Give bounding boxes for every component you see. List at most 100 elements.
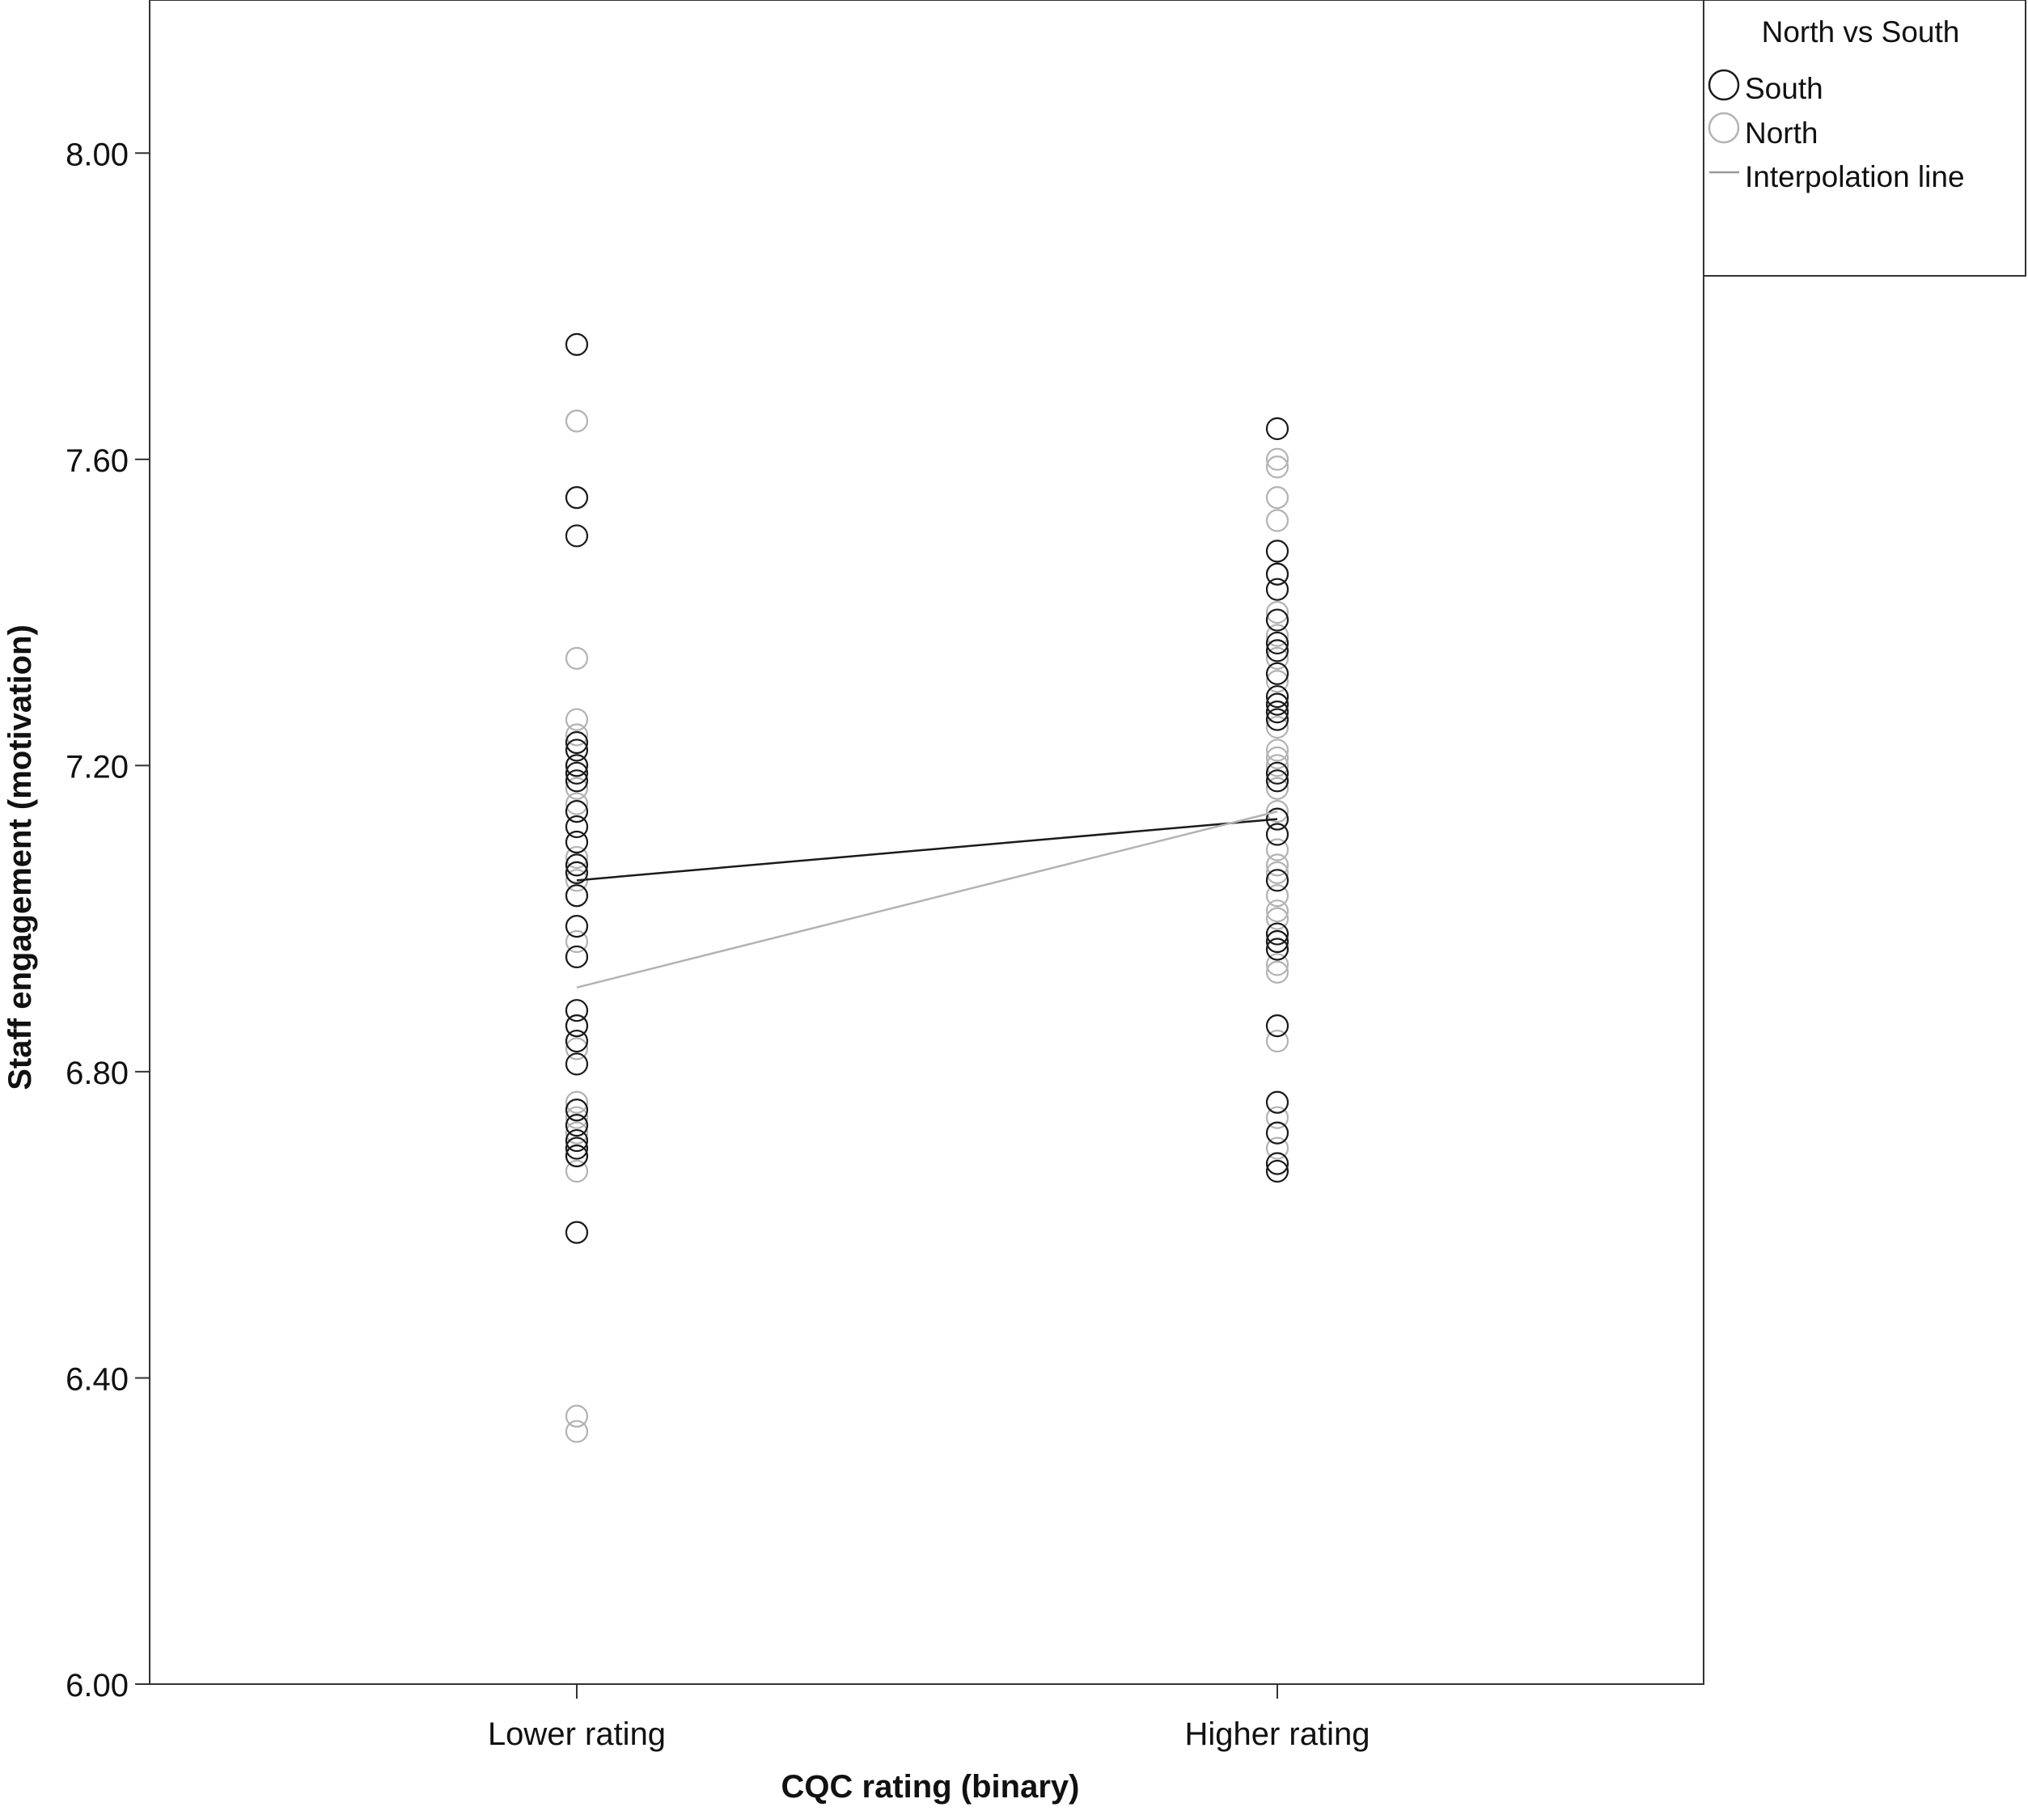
data-point-north <box>565 723 589 747</box>
data-point-south <box>565 1114 589 1137</box>
data-point-north <box>1265 953 1289 976</box>
data-point-north <box>565 646 589 670</box>
data-point-south <box>1265 692 1289 716</box>
y-tick-label: 7.20 <box>66 749 129 785</box>
data-point-south <box>565 1136 589 1160</box>
y-tick-label: 6.00 <box>66 1668 129 1704</box>
data-point-south <box>1265 608 1289 632</box>
data-point-south <box>1265 1090 1289 1114</box>
legend-entry-interpolation: Interpolation line <box>1745 160 1965 193</box>
data-point-north <box>1265 853 1289 877</box>
data-point-south <box>565 1052 589 1076</box>
data-point-north <box>565 929 589 954</box>
y-tick-label: 8.00 <box>66 137 129 172</box>
data-point-south <box>565 914 589 938</box>
data-point-south <box>1265 417 1289 441</box>
data-point-south <box>565 486 589 510</box>
data-point-south <box>565 815 589 839</box>
data-point-south <box>565 999 589 1022</box>
data-point-north <box>1265 800 1289 823</box>
y-tick-label: 7.60 <box>66 443 129 479</box>
data-point-south <box>565 761 589 785</box>
data-point-north <box>1265 777 1289 800</box>
data-point-south <box>565 332 589 356</box>
data-point-north <box>565 1159 589 1183</box>
data-point-south <box>1265 769 1289 793</box>
data-point-south <box>565 754 589 777</box>
y-axis-title: Staff engagement (motivation) <box>2 624 38 1090</box>
data-point-north <box>1265 670 1289 693</box>
data-point-south <box>1265 631 1289 655</box>
data-point-north <box>565 708 589 731</box>
data-point-south <box>565 1128 589 1153</box>
data-point-north <box>1265 907 1289 930</box>
data-point-north <box>1265 486 1289 510</box>
data-point-south <box>1265 1014 1289 1038</box>
data-point-north <box>565 1404 589 1428</box>
data-point-north <box>565 409 589 433</box>
legend: North vs South South North Interpolation… <box>1703 0 2026 277</box>
data-point-north <box>565 777 589 800</box>
data-point-south <box>1265 540 1289 563</box>
data-point-north <box>1265 838 1289 861</box>
y-tick-label: 6.40 <box>66 1361 129 1397</box>
data-point-north <box>1265 1029 1289 1053</box>
data-point-north <box>565 1037 589 1060</box>
legend-title: North vs South <box>1762 15 1960 49</box>
x-tick-label: Higher rating <box>1184 1716 1370 1752</box>
data-point-south <box>565 1144 589 1168</box>
x-tick-label: Lower rating <box>488 1716 666 1752</box>
data-point-south <box>1265 708 1289 731</box>
legend-entry-north: North <box>1745 116 1818 150</box>
data-point-south <box>1265 662 1289 685</box>
data-point-south <box>1265 823 1289 846</box>
data-point-north <box>1265 1106 1289 1129</box>
data-point-south <box>1265 700 1289 724</box>
data-point-north <box>565 1420 589 1443</box>
data-point-north <box>1265 861 1289 884</box>
data-point-north <box>1265 447 1289 471</box>
data-point-north <box>1265 600 1289 624</box>
data-points <box>565 332 1289 1443</box>
data-point-south <box>565 861 589 884</box>
data-point-north <box>565 845 589 870</box>
y-tick-label: 6.80 <box>66 1056 129 1091</box>
legend-north-marker <box>1708 112 1740 144</box>
x-axis-title: CQC rating (binary) <box>781 1769 1080 1805</box>
data-point-south <box>1265 869 1289 892</box>
legend-south-marker <box>1708 69 1740 101</box>
data-point-south <box>565 769 589 793</box>
data-point-north <box>565 1121 589 1145</box>
data-point-north <box>1265 715 1289 739</box>
data-point-south <box>1265 929 1289 954</box>
data-point-south <box>565 1029 589 1053</box>
data-point-south <box>1265 938 1289 961</box>
data-point-south <box>565 884 589 908</box>
data-point-south <box>1265 922 1289 946</box>
data-point-north <box>565 792 589 815</box>
data-point-north <box>565 1106 589 1129</box>
data-point-north <box>1265 646 1289 670</box>
data-point-south <box>1265 1152 1289 1175</box>
data-point-south <box>565 739 589 762</box>
data-point-south <box>1265 562 1289 586</box>
plot-area <box>149 0 1704 1685</box>
data-point-north <box>1265 739 1289 762</box>
data-point-south <box>1265 578 1289 601</box>
interpolation-lines <box>576 810 1278 989</box>
interpolation-line-south <box>576 818 1278 882</box>
data-point-north <box>1265 899 1289 923</box>
data-point-south <box>565 800 589 823</box>
data-point-north <box>1265 1136 1289 1160</box>
data-point-south <box>1265 1159 1289 1183</box>
x-axis: Lower rating Higher rating <box>488 1684 1370 1752</box>
interpolation-line-north <box>576 810 1278 989</box>
data-point-north <box>1265 509 1289 532</box>
legend-box <box>1703 0 2026 277</box>
data-point-south <box>565 524 589 548</box>
data-point-south <box>565 853 589 877</box>
data-point-south <box>1265 761 1289 785</box>
data-point-north <box>1265 884 1289 908</box>
data-point-north <box>1265 455 1289 479</box>
